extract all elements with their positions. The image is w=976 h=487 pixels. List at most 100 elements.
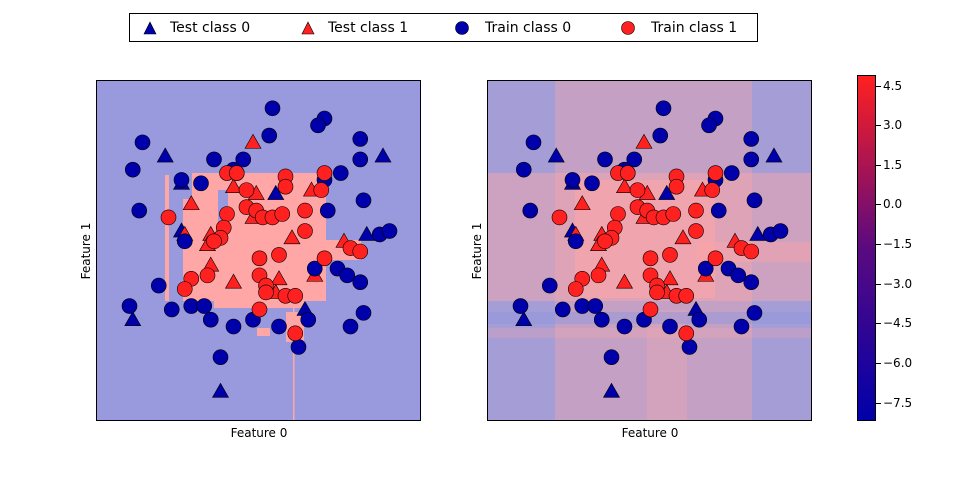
colorbar-tick-label: −7.5 [883,395,913,410]
point-train-class-1 [551,209,568,226]
point-train-class-1 [206,233,222,250]
point-train-class-1 [688,223,704,239]
left-scatter-plot [97,81,420,420]
legend-label: Train class 1 [651,19,738,36]
point-train-class-0 [121,298,138,314]
point-train-class-1 [662,247,678,263]
right-scatter-plot [488,81,811,420]
point-test-class-1 [615,273,634,289]
point-train-class-0 [515,161,532,178]
point-test-class-0 [211,382,230,398]
left-x-axis-label: Feature 0 [230,426,288,440]
point-test-class-1 [182,195,200,211]
point-train-class-1 [649,284,665,301]
point-test-class-1 [283,229,301,245]
point-train-class-0 [235,151,252,168]
point-test-class-1 [635,133,653,149]
point-train-class-0 [772,223,789,239]
point-train-class-0 [564,172,581,188]
colorbar-tick [876,283,881,285]
point-train-class-0 [554,301,571,318]
point-train-class-0 [206,151,222,168]
point-train-class-1 [688,202,704,219]
point-train-class-1 [704,182,721,198]
point-train-class-1 [619,165,636,181]
colorbar-tick [876,164,881,166]
point-train-class-1 [668,178,685,195]
point-train-class-0 [522,202,539,219]
point-train-class-1 [642,250,659,267]
point-train-class-0 [381,223,398,239]
point-train-class-1 [287,325,304,342]
point-train-class-1 [251,301,268,318]
legend-label: Test class 1 [328,19,409,36]
point-test-class-0 [358,225,376,241]
point-train-class-0 [743,274,760,290]
colorbar-tick-label: −1.5 [883,237,913,252]
point-test-class-1 [224,178,243,194]
point-train-class-1 [228,165,245,181]
point-train-class-0 [730,267,747,284]
point-train-class-1 [277,178,294,195]
point-train-class-1 [610,206,626,222]
point-train-class-1 [176,281,193,297]
point-train-class-1 [678,288,695,304]
point-train-class-0 [681,339,698,355]
legend-label: Test class 0 [170,19,251,36]
point-train-class-1 [316,165,333,181]
point-train-class-0 [352,131,369,147]
colorbar [857,75,876,421]
point-train-class-1 [642,301,659,318]
legend: Test class 0 Test class 1 Train class 0 … [129,13,758,42]
point-train-class-0 [271,318,287,335]
colorbar-tick-label: 3.0 [883,118,903,133]
point-train-class-1 [271,247,287,263]
colorbar-tick [876,402,881,404]
point-train-class-0 [332,165,349,181]
colorbar-tick-label: −4.5 [883,316,913,331]
point-test-class-0 [374,147,392,163]
point-train-class-0 [567,233,584,250]
point-train-class-0 [743,151,760,168]
point-train-class-0 [225,318,242,335]
point-train-class-0 [202,311,219,328]
point-train-class-0 [603,349,620,366]
point-train-class-1 [597,233,613,250]
legend-item-train-class-0: Train class 0 [454,14,571,41]
point-test-class-0 [156,147,174,163]
point-train-class-1 [352,243,369,260]
point-train-class-0 [701,117,717,134]
point-test-class-0 [267,184,285,200]
point-train-class-0 [655,100,672,117]
point-train-class-0 [352,274,369,290]
blue-triangle-icon [143,20,157,34]
point-train-class-0 [134,134,151,151]
point-train-class-0 [339,267,356,284]
point-test-class-0 [749,225,767,241]
point-train-class-1 [199,267,216,284]
point-train-class-0 [743,131,760,147]
point-train-class-1 [707,250,724,267]
point-train-class-0 [512,298,529,314]
point-train-class-0 [261,127,278,144]
point-train-class-1 [219,206,235,222]
right-y-axis-label: Feature 1 [470,222,484,280]
point-train-class-1 [316,250,333,267]
point-train-class-0 [342,318,359,335]
decision-function-background [488,81,811,420]
point-test-class-1 [573,195,591,211]
point-train-class-0 [584,175,600,192]
colorbar-tick [876,85,881,87]
point-train-class-0 [131,202,148,219]
colorbar-tick-label: 1.5 [883,157,903,172]
point-train-class-0 [593,311,610,328]
point-test-class-1 [224,273,243,289]
point-test-class-1 [270,270,288,286]
data-points [512,100,789,398]
left-axes [96,80,421,421]
point-train-class-0 [355,192,372,209]
point-train-class-0 [733,318,750,335]
point-test-class-0 [658,184,676,200]
point-train-class-0 [300,311,317,328]
point-train-class-0 [163,301,180,318]
